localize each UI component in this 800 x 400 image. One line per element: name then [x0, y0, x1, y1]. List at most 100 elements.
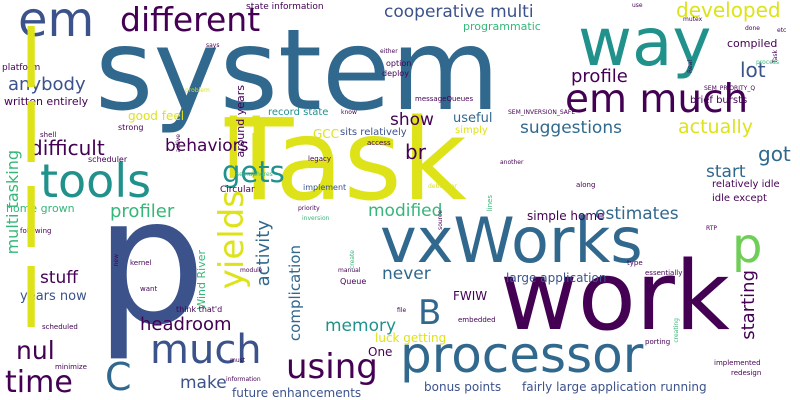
word: tools	[40, 154, 152, 208]
word: along	[576, 181, 596, 189]
word: home grown	[6, 202, 75, 215]
word: got	[758, 142, 791, 166]
word: p	[95, 161, 207, 364]
word: information	[226, 376, 261, 383]
word: minimize	[55, 363, 87, 371]
word: priority	[298, 205, 320, 212]
word: way	[578, 4, 712, 81]
word: another	[500, 159, 524, 166]
word: using	[286, 347, 378, 387]
word: want	[140, 285, 158, 293]
word: around years	[234, 85, 247, 158]
word: create	[349, 250, 356, 270]
word: vxWorks	[380, 204, 643, 277]
word: em	[18, 0, 95, 48]
word: profile	[571, 66, 628, 87]
word: deploy	[382, 69, 409, 78]
word: scheduler	[88, 155, 128, 164]
word: creating	[673, 318, 680, 343]
word: says	[206, 42, 220, 49]
word: file	[397, 307, 407, 314]
word: think that'd	[176, 305, 223, 314]
word: semaphores	[236, 171, 273, 178]
word: shell	[40, 131, 57, 139]
word: process	[756, 59, 780, 66]
word: record state	[268, 107, 329, 118]
word: debugger	[428, 183, 457, 190]
word: actually	[678, 116, 754, 138]
word: behaviors	[165, 136, 249, 156]
word: l	[20, 253, 43, 346]
word: memory	[325, 316, 397, 336]
word: Wind River	[195, 250, 208, 310]
word: redesign	[731, 369, 762, 377]
word: lot	[740, 58, 766, 82]
word: programmatic	[463, 20, 541, 33]
word: porting	[645, 338, 671, 346]
word: Task	[772, 50, 779, 63]
word: legacy	[308, 155, 331, 163]
word: platform	[2, 63, 41, 73]
word: developed	[676, 0, 781, 22]
word: either	[380, 48, 398, 55]
word: l	[20, 88, 43, 181]
word: cooperative multi	[384, 2, 534, 22]
word: simply	[455, 125, 488, 136]
word: complication	[286, 245, 304, 342]
word: start	[706, 162, 746, 182]
word: module	[240, 267, 263, 274]
word: processor	[400, 326, 644, 384]
word: following	[20, 227, 52, 235]
word: stuff	[40, 268, 79, 288]
word: l	[20, 13, 43, 106]
word: new	[113, 254, 120, 267]
word: compiled	[727, 37, 778, 50]
word: strong	[118, 123, 144, 132]
word: much	[150, 327, 262, 373]
word: show	[390, 110, 434, 130]
word: etc	[777, 27, 787, 34]
word: manual	[338, 267, 361, 274]
word: know	[341, 109, 357, 116]
word: luck getting	[375, 331, 447, 345]
word: messageQueues	[415, 95, 474, 103]
word: nul	[16, 336, 55, 365]
word: SEM_PRIORITY_Q	[704, 85, 756, 92]
word: essentially	[645, 269, 683, 277]
word: Real	[687, 60, 694, 73]
word: gets	[222, 155, 285, 189]
word: problem	[185, 87, 210, 94]
word: li	[222, 103, 268, 198]
word: future enhancements	[232, 386, 362, 400]
word: Circular	[220, 185, 255, 195]
word: C	[105, 355, 132, 399]
word: large application	[506, 271, 607, 285]
word: br	[405, 140, 426, 164]
word: Task	[225, 96, 467, 226]
word: type	[627, 259, 643, 267]
word: never	[382, 264, 431, 284]
word: Queue	[340, 277, 367, 286]
word: implemented	[714, 359, 761, 367]
word: FWIW	[453, 289, 488, 303]
word: relatively idle	[712, 179, 780, 190]
word: difficult	[30, 136, 105, 160]
word: estimates	[595, 204, 679, 224]
word: activity	[253, 220, 274, 287]
word: option	[386, 59, 412, 68]
word: active	[175, 134, 182, 153]
word: starting	[738, 270, 759, 340]
word: fairly large application running	[522, 380, 707, 394]
word: system	[95, 6, 500, 136]
word: must	[230, 357, 246, 364]
word: p	[732, 218, 763, 274]
word: yields	[212, 190, 252, 290]
word: state information	[246, 2, 324, 12]
word: sits relatively	[340, 127, 407, 138]
word: different	[120, 0, 261, 39]
word: done	[745, 25, 760, 32]
word: good feel	[128, 109, 185, 123]
word: source	[437, 210, 444, 230]
word: time	[5, 365, 73, 400]
